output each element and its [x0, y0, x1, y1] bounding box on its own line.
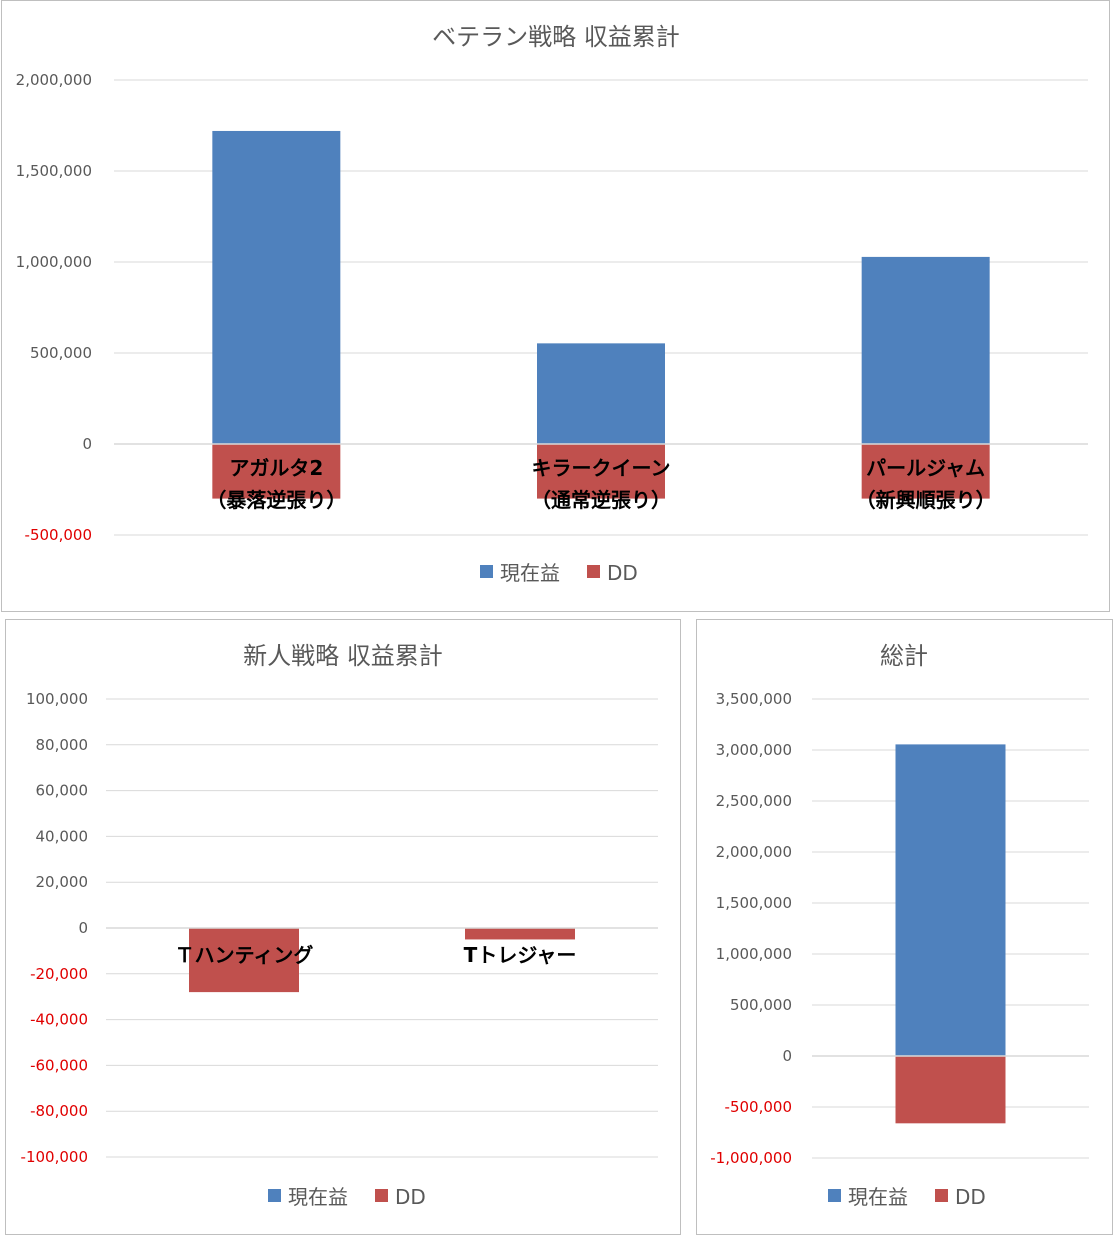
y-tick-label: -20,000 [30, 965, 88, 983]
y-tick-label: 40,000 [36, 827, 89, 845]
legend-swatch-dd [587, 565, 600, 578]
category-label: （通常逆張り） [531, 488, 671, 512]
y-tick-label: -500,000 [725, 1098, 792, 1116]
legend-label-profit: 現在益 [288, 1185, 348, 1209]
y-tick-label: 80,000 [36, 736, 89, 754]
y-tick-label: 0 [782, 1047, 792, 1065]
y-tick-label: -1,000,000 [710, 1149, 792, 1167]
y-tick-label: -500,000 [25, 526, 92, 544]
legend-swatch-profit [480, 565, 493, 578]
y-tick-label: 1,500,000 [16, 162, 92, 180]
y-tick-label: 2,500,000 [716, 792, 792, 810]
category-label: （暴落逆張り） [206, 488, 346, 512]
y-tick-label: -80,000 [30, 1102, 88, 1120]
profit-bar [537, 343, 665, 444]
legend-swatch-profit [268, 1189, 281, 1202]
legend-swatch-dd [935, 1189, 948, 1202]
newbie-chart-svg: 新人戦略 収益累計 100,000 80,000 60,000 40,000 20,000… [21, 642, 658, 1209]
category-label: アガルタ2 [229, 456, 323, 480]
y-tick-label: 1,000,000 [16, 253, 92, 271]
y-tick-label: 500,000 [730, 996, 792, 1014]
y-tick-label: 100,000 [26, 690, 88, 708]
legend-label-dd: DD [607, 561, 638, 585]
newbie-strategy-chart: 新人戦略 収益累計 100,000 80,000 60,000 40,000 20,000… [5, 619, 681, 1235]
profit-bar [861, 256, 990, 444]
veteran-chart-svg: ベテラン戦略 収益累計 2,000,000 1,500,000 1,000,000 50… [16, 23, 1088, 585]
profit-bar [895, 744, 1006, 1056]
dd-bar [895, 1056, 1006, 1124]
veteran-strategy-chart: ベテラン戦略 収益累計 2,000,000 1,500,000 1,000,000 50… [1, 0, 1110, 612]
legend-label-profit: 現在益 [500, 561, 560, 585]
dd-bar [465, 928, 575, 940]
y-tick-label: 1,500,000 [716, 894, 792, 912]
dd-bar [189, 928, 299, 993]
category-label: キラークイーン [532, 456, 671, 480]
y-tick-label: 2,000,000 [716, 843, 792, 861]
y-tick-label: 20,000 [36, 873, 89, 891]
y-tick-label: 500,000 [30, 344, 92, 362]
profit-bar [212, 130, 341, 444]
category-label: （新興順張り） [856, 488, 996, 512]
y-tick-label: -60,000 [30, 1056, 88, 1074]
y-tick-label: 2,000,000 [16, 71, 92, 89]
y-tick-label: 0 [78, 919, 88, 937]
y-tick-label: 1,000,000 [716, 945, 792, 963]
category-label: Tトレジャー [464, 943, 577, 967]
y-tick-label: -40,000 [30, 1011, 88, 1029]
y-tick-label: -100,000 [21, 1148, 88, 1166]
dd-bar [861, 444, 990, 499]
y-tick-label: 0 [82, 435, 92, 453]
category-label: Ｔハンティング [175, 943, 314, 967]
chart-title: 総計 [880, 642, 928, 670]
total-chart-svg: 総計 3,500,000 3,000,000 2,500,000 2,000,000 1,… [710, 642, 1089, 1209]
y-tick-label: 3,500,000 [716, 690, 792, 708]
legend-swatch-dd [375, 1189, 388, 1202]
legend-label-dd: DD [955, 1185, 986, 1209]
dd-bar [537, 444, 665, 499]
dd-bar [212, 444, 341, 499]
legend-swatch-profit [828, 1189, 841, 1202]
chart-title: 新人戦略 収益累計 [243, 642, 443, 670]
y-tick-label: 3,000,000 [716, 741, 792, 759]
total-chart: 総計 3,500,000 3,000,000 2,500,000 2,000,000 1,… [696, 619, 1113, 1235]
y-tick-label: 60,000 [36, 782, 89, 800]
legend-label-profit: 現在益 [848, 1185, 908, 1209]
chart-title: ベテラン戦略 収益累計 [432, 23, 680, 51]
legend-label-dd: DD [395, 1185, 426, 1209]
category-label: パールジャム [866, 456, 985, 480]
